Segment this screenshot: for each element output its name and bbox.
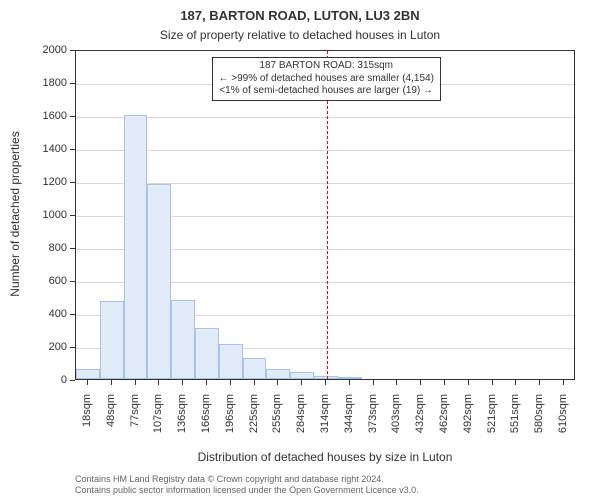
xtick-mark	[111, 380, 112, 385]
histogram-bar	[266, 369, 290, 379]
xtick-label: 521sqm	[486, 394, 498, 444]
xtick-label: 462sqm	[438, 394, 450, 444]
xtick-mark	[492, 380, 493, 385]
xtick-label: 196sqm	[224, 394, 236, 444]
ytick-label: 1600	[35, 110, 67, 122]
attribution-text: Contains HM Land Registry data © Crown c…	[75, 474, 419, 497]
xtick-label: 432sqm	[414, 394, 426, 444]
ytick-mark	[70, 182, 75, 183]
xtick-label: 225sqm	[248, 394, 260, 444]
annotation-line: <1% of semi-detached houses are larger (…	[219, 85, 434, 98]
xtick-label: 77sqm	[129, 394, 141, 444]
histogram-bar	[76, 369, 100, 379]
xtick-label: 344sqm	[343, 394, 355, 444]
y-axis-label: Number of detached properties	[8, 49, 22, 379]
xtick-mark	[468, 380, 469, 385]
chart-title-main: 187, BARTON ROAD, LUTON, LU3 2BN	[0, 8, 600, 23]
xtick-mark	[539, 380, 540, 385]
attribution-line: Contains HM Land Registry data © Crown c…	[75, 474, 419, 485]
histogram-bar	[290, 372, 314, 379]
annotation-line: 187 BARTON ROAD: 315sqm	[219, 60, 434, 73]
xtick-label: 492sqm	[462, 394, 474, 444]
chart-title-sub: Size of property relative to detached ho…	[0, 28, 600, 42]
histogram-bar	[124, 115, 148, 379]
ytick-label: 1800	[35, 77, 67, 89]
ytick-label: 200	[35, 341, 67, 353]
xtick-mark	[135, 380, 136, 385]
ytick-label: 1200	[35, 176, 67, 188]
ytick-mark	[70, 248, 75, 249]
ytick-label: 1400	[35, 143, 67, 155]
xtick-label: 166sqm	[200, 394, 212, 444]
xtick-label: 18sqm	[81, 394, 93, 444]
xtick-label: 314sqm	[319, 394, 331, 444]
gridline	[76, 150, 574, 151]
ytick-label: 0	[35, 374, 67, 386]
xtick-mark	[373, 380, 374, 385]
xtick-mark	[158, 380, 159, 385]
histogram-bar	[147, 184, 171, 379]
xtick-label: 107sqm	[152, 394, 164, 444]
ytick-mark	[70, 116, 75, 117]
ytick-mark	[70, 50, 75, 51]
xtick-label: 284sqm	[295, 394, 307, 444]
xtick-label: 580sqm	[533, 394, 545, 444]
gridline	[76, 117, 574, 118]
xtick-mark	[87, 380, 88, 385]
ytick-mark	[70, 281, 75, 282]
histogram-bar	[219, 344, 243, 379]
histogram-bar	[195, 328, 219, 379]
ytick-label: 400	[35, 308, 67, 320]
ytick-mark	[70, 149, 75, 150]
x-axis-label: Distribution of detached houses by size …	[75, 450, 575, 464]
xtick-label: 373sqm	[367, 394, 379, 444]
annotation-box: 187 BARTON ROAD: 315sqm← >99% of detache…	[212, 57, 441, 101]
xtick-mark	[206, 380, 207, 385]
xtick-mark	[563, 380, 564, 385]
xtick-mark	[420, 380, 421, 385]
xtick-mark	[396, 380, 397, 385]
histogram-bar	[171, 300, 195, 379]
xtick-label: 551sqm	[509, 394, 521, 444]
ytick-mark	[70, 215, 75, 216]
ytick-label: 1000	[35, 209, 67, 221]
histogram-bar	[338, 377, 362, 379]
xtick-label: 255sqm	[271, 394, 283, 444]
attribution-line: Contains public sector information licen…	[75, 485, 419, 496]
plot-area: 187 BARTON ROAD: 315sqm← >99% of detache…	[75, 50, 575, 380]
xtick-mark	[301, 380, 302, 385]
ytick-mark	[70, 347, 75, 348]
xtick-mark	[254, 380, 255, 385]
xtick-label: 136sqm	[176, 394, 188, 444]
ytick-label: 800	[35, 242, 67, 254]
xtick-mark	[230, 380, 231, 385]
xtick-mark	[444, 380, 445, 385]
ytick-mark	[70, 83, 75, 84]
ytick-mark	[70, 314, 75, 315]
histogram-bar	[243, 358, 267, 379]
xtick-mark	[277, 380, 278, 385]
xtick-mark	[325, 380, 326, 385]
xtick-label: 403sqm	[390, 394, 402, 444]
ytick-mark	[70, 380, 75, 381]
xtick-mark	[182, 380, 183, 385]
xtick-label: 48sqm	[105, 394, 117, 444]
xtick-label: 610sqm	[557, 394, 569, 444]
ytick-label: 600	[35, 275, 67, 287]
chart-container: { "title": { "main": "187, BARTON ROAD, …	[0, 0, 600, 500]
xtick-mark	[515, 380, 516, 385]
xtick-mark	[349, 380, 350, 385]
histogram-bar	[100, 301, 124, 379]
annotation-line: ← >99% of detached houses are smaller (4…	[219, 73, 434, 86]
ytick-label: 2000	[35, 44, 67, 56]
